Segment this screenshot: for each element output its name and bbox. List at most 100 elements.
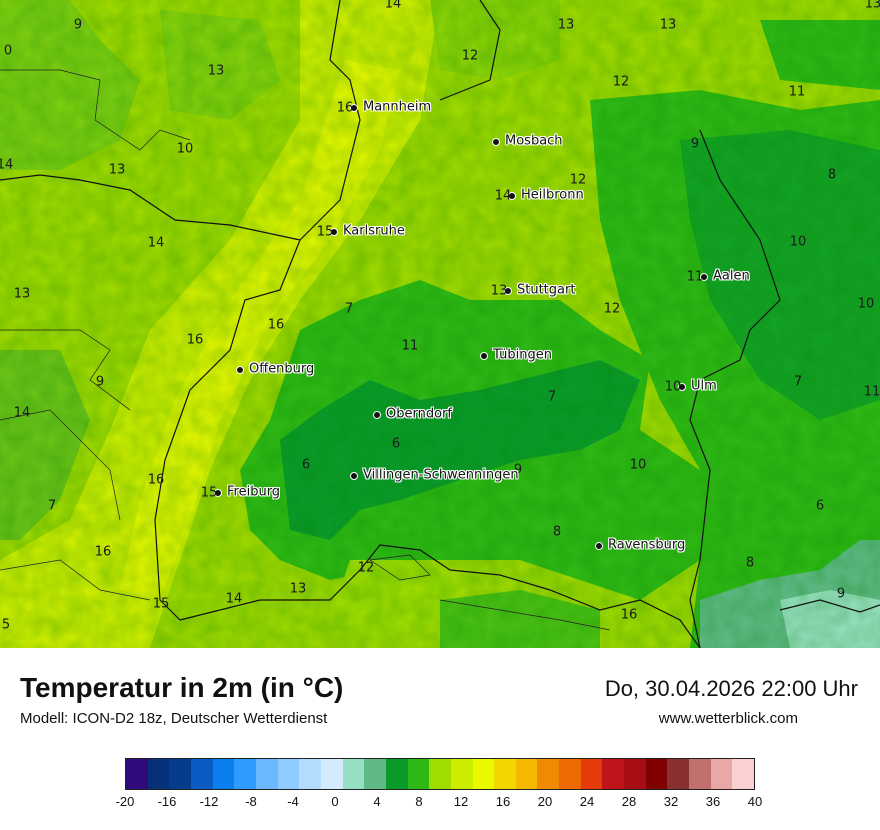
color-scale-tick: 16 (495, 794, 511, 809)
temperature-value: 14 (384, 0, 402, 12)
temperature-value: 16 (186, 332, 204, 348)
temperature-value: 12 (612, 74, 630, 90)
color-scale-swatch (537, 759, 560, 789)
city-dot[interactable] (492, 138, 500, 146)
temperature-value: 10 (629, 457, 647, 473)
color-scale-swatch (580, 759, 603, 789)
temperature-value: 13 (108, 162, 126, 178)
color-scale-tick: 28 (621, 794, 637, 809)
region-borders (0, 69, 611, 631)
city-dot[interactable] (373, 411, 381, 419)
map-title: Temperatur in 2m (in °C) (20, 672, 344, 703)
temperature-value: 14 (147, 235, 165, 251)
temperature-value: 14 (13, 405, 31, 421)
color-scale-swatch (190, 759, 213, 789)
temperature-value: 6 (391, 436, 401, 452)
color-scale-ticks: -20 -16 -12 -8 -4 0 4 8 12 16 20 24 28 32 36 40 (116, 794, 763, 814)
color-scale-swatch (450, 759, 473, 789)
website-link[interactable]: www.wetterblick.com (658, 710, 798, 727)
city-dot[interactable] (504, 287, 512, 295)
temperature-value: 10 (176, 141, 194, 157)
city-dot[interactable] (508, 192, 516, 200)
color-scale-swatch (429, 759, 451, 789)
city-label[interactable]: Mosbach (505, 133, 563, 149)
color-scale-swatch (710, 759, 733, 789)
city-label[interactable]: Ulm (691, 378, 717, 394)
temperature-value: 7 (547, 389, 557, 405)
color-scale-swatch (299, 759, 321, 789)
city-label[interactable]: Offenburg (249, 361, 315, 377)
city-dot[interactable] (236, 366, 244, 374)
color-scale-swatch (320, 759, 343, 789)
city-label[interactable]: Aalen (713, 268, 750, 284)
color-scale-tick: 4 (373, 794, 381, 809)
temperature-value: 10 (857, 296, 875, 312)
color-scale-swatch (645, 759, 668, 789)
city-dot[interactable] (595, 542, 603, 550)
color-scale-tick: -16 (157, 794, 177, 809)
country-borders (0, 0, 880, 648)
model-source: Modell: ICON-D2 18z, Deutscher Wetterdie… (20, 710, 328, 727)
temperature-value: 7 (47, 498, 57, 514)
city-label[interactable]: Villingen-Schwenningen (363, 467, 519, 483)
city-label[interactable]: Tübingen (493, 347, 552, 363)
color-scale-swatch (126, 759, 148, 789)
city-label[interactable]: Karlsruhe (343, 223, 405, 239)
color-scale-tick: 12 (453, 794, 469, 809)
color-scale-swatch (385, 759, 408, 789)
temperature-value: 13 (557, 17, 575, 33)
color-scale-tick: 24 (579, 794, 595, 809)
city-dot[interactable] (480, 352, 488, 360)
color-scale-swatch (234, 759, 256, 789)
color-scale-swatch (667, 759, 690, 789)
temperature-value: 7 (793, 374, 803, 390)
city-dot[interactable] (350, 104, 358, 112)
color-scale-tick: -20 (115, 794, 135, 809)
city-label[interactable]: Freiburg (227, 484, 281, 500)
temperature-map[interactable]: 14 13 9 13 13 0 12 13 12 11 9 10 14 13 8 12 14 10 13 10 7 12 1… (0, 0, 880, 648)
temperature-value: 0 (3, 43, 13, 59)
forecast-datetime: Do, 30.04.2026 22:00 Uhr (604, 676, 858, 701)
color-scale-tick: 40 (747, 794, 763, 809)
city-dot[interactable] (678, 383, 686, 391)
temperature-value: 9 (690, 136, 700, 152)
color-scale-swatch (277, 759, 300, 789)
color-scale-tick: 36 (705, 794, 721, 809)
city-dot[interactable] (700, 273, 708, 281)
color-scale-tick: -12 (199, 794, 219, 809)
color-scale-swatch (147, 759, 170, 789)
temperature-value: 15 (152, 596, 170, 612)
color-scale-swatch (255, 759, 278, 789)
temperature-value: 9 (73, 17, 83, 33)
temperature-value: 10 (789, 234, 807, 250)
color-scale-swatch (559, 759, 581, 789)
map-footer: Temperatur in 2m (in °C) Modell: ICON-D2… (0, 648, 880, 830)
temperature-value: 14 (0, 157, 14, 173)
city-dot[interactable] (214, 489, 222, 497)
temperature-value: 16 (620, 607, 638, 623)
color-scale-swatch (212, 759, 235, 789)
color-scale-swatch (169, 759, 191, 789)
city-label[interactable]: Stuttgart (517, 282, 576, 298)
city-dot[interactable] (330, 228, 338, 236)
city-label[interactable]: Ravensburg (608, 537, 686, 553)
city-label[interactable]: Heilbronn (521, 187, 584, 203)
color-scale-swatch (624, 759, 646, 789)
temperature-value: 11 (863, 384, 880, 400)
temperature-value: 16 (267, 317, 285, 333)
color-scale-swatch (407, 759, 430, 789)
city-label[interactable]: Mannheim (363, 99, 432, 115)
city-temperature: 14 (494, 188, 512, 204)
city-label[interactable]: Oberndorf (386, 406, 452, 422)
temperature-value: 12 (603, 301, 621, 317)
city-temperature: 15 (200, 485, 218, 501)
color-scale-tick: 32 (663, 794, 679, 809)
temperature-value: 9 (836, 586, 846, 602)
temperature-value: 14 (225, 591, 243, 607)
temperature-value: 8 (745, 555, 755, 571)
color-scale-swatch (494, 759, 516, 789)
color-scale (125, 758, 755, 790)
color-scale-tick: -8 (245, 794, 257, 809)
color-scale-tick: -4 (287, 794, 299, 809)
city-dot[interactable] (350, 472, 358, 480)
